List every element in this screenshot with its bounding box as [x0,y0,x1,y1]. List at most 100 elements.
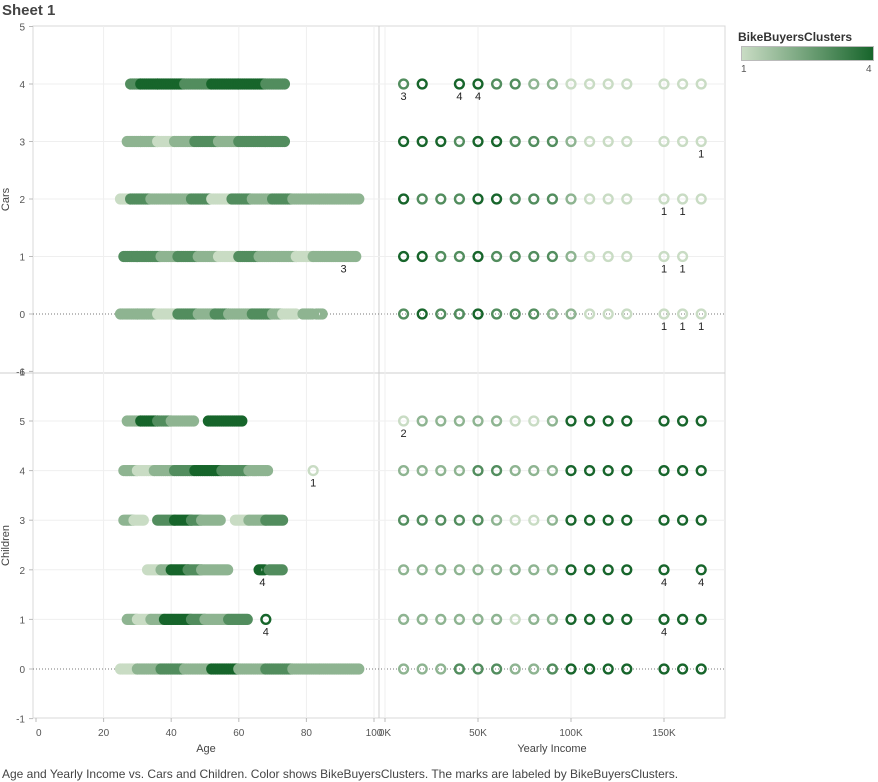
data-label: 2 [401,428,407,440]
income-point [583,250,596,263]
y-tick-label: 3 [19,138,25,149]
age-point [353,663,365,675]
legend-min-label: 1 [741,64,747,75]
income-point [583,308,596,320]
income-point [491,193,503,205]
data-label: 4 [456,91,462,103]
x-tick-label: 100K [559,728,583,739]
income-point [453,135,466,148]
income-point [565,415,577,427]
income-point [621,308,633,320]
y-tick-label: -1 [16,715,25,726]
income-point [491,308,503,320]
legend-max-label: 4 [866,64,872,75]
income-point [453,78,466,90]
income-point [472,564,484,576]
income-point [491,78,503,90]
age-point [278,135,291,148]
income-point [565,308,577,320]
income-point [528,193,540,205]
income-point [695,135,707,148]
income-point [565,465,577,477]
income-point [398,135,410,148]
income-point [472,308,484,320]
x-tick-label: 0K [379,728,392,739]
x-tick-label: 60 [233,728,245,739]
income-point [583,613,596,626]
income-point [435,193,447,205]
income-point [528,465,540,477]
data-label: 1 [698,149,704,161]
age-point [187,415,200,427]
age-point [137,514,149,526]
x-axis-title: Age [196,743,216,755]
income-point [472,78,484,90]
income-point [658,308,670,320]
x-tick-label: 50K [469,728,487,739]
income-point [416,135,428,148]
income-point [491,250,503,263]
income-point [453,465,466,477]
income-point [621,193,633,205]
income-point [695,613,707,626]
age-point [276,514,289,526]
income-point [621,78,633,90]
income-point [621,663,633,675]
y-axis-title: Children [0,525,12,566]
income-point [565,613,577,626]
income-point [528,250,540,263]
income-point [398,613,410,626]
income-point [602,415,614,427]
income-point [435,663,447,675]
income-point [528,663,540,675]
income-point [491,514,503,526]
income-point [453,250,466,263]
income-point [602,564,614,576]
income-point [416,514,428,526]
data-label: 3 [401,91,407,103]
income-point [528,415,540,427]
income-point [509,135,521,148]
income-point [491,564,503,576]
income-point [546,78,559,90]
income-point [453,308,466,320]
income-point [435,308,447,320]
income-point [583,193,596,205]
income-point [416,193,428,205]
income-point [509,663,521,675]
age-point [278,78,291,90]
data-label: 4 [263,626,269,638]
income-point [509,78,521,90]
x-axis-title: Yearly Income [517,743,586,755]
income-point [658,465,670,477]
income-point [453,613,466,626]
age-point [350,250,362,263]
income-point [416,465,428,477]
income-point [528,514,540,526]
income-point [528,135,540,148]
income-point [676,465,689,477]
income-point [658,663,670,675]
income-point [453,564,466,576]
income-point [583,465,596,477]
income-point [546,193,559,205]
income-point [416,78,428,90]
income-point [398,465,410,477]
income-point [398,663,410,675]
age-point [241,613,253,626]
data-label: 4 [661,577,667,589]
income-point [602,78,614,90]
chart-caption: Age and Yearly Income vs. Cars and Child… [2,767,679,781]
income-point [453,415,466,427]
income-point [453,193,466,205]
income-point [435,613,447,626]
income-point [491,415,503,427]
income-point [658,514,670,526]
income-point [528,613,540,626]
income-point [472,514,484,526]
income-point [676,613,689,626]
age-point [316,308,328,320]
data-label: 1 [661,321,667,333]
income-point [565,564,577,576]
